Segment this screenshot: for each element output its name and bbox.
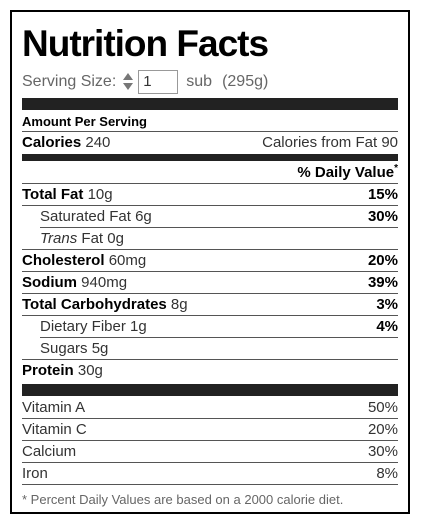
daily-value-header-row: % Daily Value* bbox=[22, 162, 398, 183]
vitamin-a-row: Vitamin A 50% bbox=[22, 397, 398, 418]
divider bbox=[22, 440, 398, 441]
stepper-down-icon[interactable] bbox=[123, 83, 134, 90]
divider bbox=[22, 418, 398, 419]
divider bbox=[22, 462, 398, 463]
vitamin-c-row: Vitamin C 20% bbox=[22, 419, 398, 440]
divider bbox=[22, 249, 398, 250]
trans-fat-row: Trans Fat 0g bbox=[40, 228, 398, 249]
cholesterol-amount: 60mg bbox=[108, 252, 147, 269]
saturated-fat-amount: 6g bbox=[135, 208, 152, 225]
protein-label: Protein bbox=[22, 362, 74, 379]
saturated-fat-dv: 30% bbox=[367, 208, 398, 225]
protein-amount: 30g bbox=[77, 362, 103, 379]
calories-from-fat: Calories from Fat 90 bbox=[262, 132, 398, 153]
iron-dv: 8% bbox=[376, 465, 398, 482]
footnote: * Percent Daily Values are based on a 20… bbox=[22, 492, 344, 507]
dietary-fiber-label: Dietary Fiber bbox=[40, 318, 126, 335]
divider bbox=[22, 205, 398, 206]
trans-fat-amount: 0g bbox=[107, 230, 124, 247]
sodium-amount: 940mg bbox=[81, 274, 128, 291]
saturated-fat-label: Saturated Fat bbox=[40, 208, 131, 225]
serving-size-label: Serving Size: bbox=[22, 73, 117, 90]
cholesterol-row: Cholesterol 60mg 20% bbox=[22, 250, 398, 271]
total-carbs-dv: 3% bbox=[376, 296, 398, 313]
sugars-amount: 5g bbox=[91, 340, 109, 357]
iron-row: Iron 8% bbox=[22, 463, 398, 484]
calories-from-fat-label: Calories from Fat bbox=[262, 134, 378, 151]
trans-fat-label: Fat bbox=[81, 230, 104, 247]
divider bbox=[22, 315, 398, 316]
divider bbox=[22, 183, 398, 184]
serving-size-row: Serving Size: 1 sub (295g) bbox=[22, 69, 268, 95]
total-fat-dv: 15% bbox=[367, 186, 398, 203]
divider bbox=[40, 227, 398, 228]
calories-from-fat-value: 90 bbox=[381, 134, 398, 151]
total-fat-row: Total Fat 10g 15% bbox=[22, 184, 398, 205]
calcium-dv: 30% bbox=[367, 443, 398, 460]
cholesterol-dv: 20% bbox=[367, 252, 398, 269]
total-carbs-amount: 8g bbox=[170, 296, 188, 313]
vitamin-c-label: Vitamin C bbox=[22, 421, 87, 438]
stepper-up-icon[interactable] bbox=[123, 73, 134, 80]
label-title: Nutrition Facts bbox=[22, 23, 269, 64]
saturated-fat-row: Saturated Fat 6g 30% bbox=[40, 206, 398, 227]
divider bbox=[22, 484, 398, 485]
calcium-label: Calcium bbox=[22, 443, 77, 460]
divider bbox=[22, 271, 398, 272]
sugars-row: Sugars 5g bbox=[40, 338, 398, 359]
thick-divider bbox=[22, 384, 398, 396]
vitamin-a-label: Vitamin A bbox=[22, 399, 86, 416]
nutrition-label: Nutrition Facts Serving Size: 1 sub (295… bbox=[10, 10, 410, 514]
dietary-fiber-row: Dietary Fiber 1g 4% bbox=[40, 316, 398, 337]
vitamin-c-dv: 20% bbox=[367, 421, 398, 438]
calcium-row: Calcium 30% bbox=[22, 441, 398, 462]
vitamin-a-dv: 50% bbox=[367, 399, 398, 416]
quantity-stepper-icon[interactable] bbox=[122, 72, 134, 92]
sodium-dv: 39% bbox=[367, 274, 398, 291]
total-fat-label: Total Fat bbox=[22, 186, 84, 203]
trans-fat-label-italic: Trans bbox=[40, 230, 78, 247]
iron-label: Iron bbox=[22, 465, 48, 482]
total-carbs-row: Total Carbohydrates 8g 3% bbox=[22, 294, 398, 315]
divider bbox=[40, 337, 398, 338]
calories-label: Calories bbox=[22, 134, 82, 151]
serving-unit: sub bbox=[186, 73, 213, 90]
divider bbox=[22, 359, 398, 360]
divider bbox=[22, 293, 398, 294]
serving-quantity-input[interactable]: 1 bbox=[138, 70, 179, 94]
amount-per-serving: Amount Per Serving bbox=[22, 114, 147, 129]
daily-value-header: % Daily Value* bbox=[297, 162, 398, 183]
total-carbs-label: Total Carbohydrates bbox=[22, 296, 167, 313]
divider bbox=[22, 131, 398, 132]
sodium-label: Sodium bbox=[22, 274, 77, 291]
cholesterol-label: Cholesterol bbox=[22, 252, 105, 269]
calories-row: Calories 240 Calories from Fat 90 bbox=[22, 132, 398, 153]
serving-weight: (295g) bbox=[222, 73, 269, 90]
dietary-fiber-amount: 1g bbox=[130, 318, 147, 335]
thick-divider bbox=[22, 98, 398, 110]
calories-value: 240 bbox=[85, 134, 111, 151]
dietary-fiber-dv: 4% bbox=[376, 318, 398, 335]
total-fat-amount: 10g bbox=[87, 186, 113, 203]
protein-row: Protein 30g bbox=[22, 360, 398, 381]
daily-value-header-text: % Daily Value bbox=[297, 164, 395, 181]
medium-divider bbox=[22, 154, 398, 161]
sodium-row: Sodium 940mg 39% bbox=[22, 272, 398, 293]
daily-value-asterisk: * bbox=[394, 163, 398, 174]
sugars-label: Sugars bbox=[40, 340, 88, 357]
